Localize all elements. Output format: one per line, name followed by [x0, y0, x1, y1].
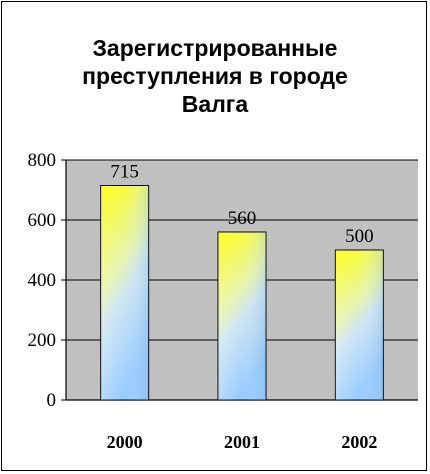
y-tick-label: 600: [28, 210, 57, 231]
chart-title: Зарегистрированные преступления в городе…: [82, 35, 348, 117]
bars: [100, 185, 384, 401]
y-tick-label: 0: [47, 390, 57, 411]
x-tick-label-2000: 2000: [107, 432, 143, 452]
data-label-2002: 500: [345, 226, 374, 247]
x-tick-label-2001: 2001: [224, 432, 260, 452]
bar-shade-2002: [335, 250, 384, 400]
data-label-2000: 715: [110, 162, 139, 183]
labels: 0 200 400 600 800 715 2000 560 2001 500 2002: [28, 150, 378, 452]
y-tick-label: 800: [28, 150, 57, 171]
y-tick-label: 400: [28, 270, 57, 291]
x-tick-label-2002: 2002: [341, 432, 377, 452]
y-tick-label: 200: [28, 330, 57, 351]
bar-shade-2000: [100, 185, 149, 400]
bar-shade-2001: [218, 232, 266, 400]
data-label-2001: 560: [228, 208, 257, 229]
